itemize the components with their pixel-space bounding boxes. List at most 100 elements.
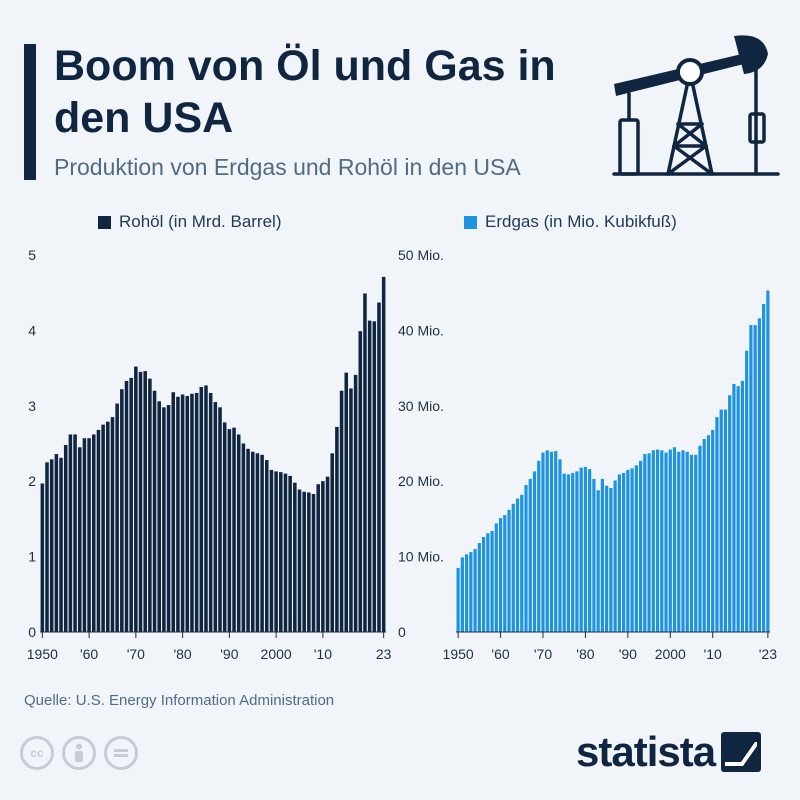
gas-bar-1988: [617, 474, 621, 632]
gas-bar-1958: [490, 530, 494, 632]
oil-bar-1962: [96, 429, 101, 632]
oil-x-tick-label: 1950: [27, 646, 58, 662]
oil-x-tick-label: 2000: [261, 646, 292, 662]
gas-bar-1977: [571, 472, 575, 632]
gas-bar-1978: [575, 471, 579, 632]
license-icons: cc: [20, 736, 138, 770]
oil-bar-1977: [166, 405, 171, 632]
oil-bar-1996: [255, 453, 260, 632]
statista-mark-icon: [721, 732, 762, 772]
oil-bar-1980: [180, 394, 185, 632]
oil-bar-1966: [115, 403, 119, 632]
gas-bar-1957: [486, 533, 490, 632]
gas-bar-1966: [524, 484, 528, 632]
gas-bar-1953: [469, 552, 473, 632]
gas-bar-2022: [762, 304, 766, 632]
oil-bar-1999: [269, 469, 274, 632]
gas-bar-1981: [588, 469, 592, 632]
source-note: Quelle: U.S. Energy Information Administ…: [24, 692, 335, 709]
oil-bar-1960: [87, 438, 91, 632]
gas-bar-1954: [473, 549, 477, 632]
gas-bar-1965: [520, 494, 524, 632]
gas-bar-1998: [660, 450, 664, 632]
oil-bar-2018: [358, 331, 363, 632]
gas-bar-1974: [558, 459, 562, 632]
gas-x-tick-label: 1950: [443, 646, 474, 662]
oil-bar-2020: [367, 320, 372, 632]
oil-bar-1983: [194, 392, 199, 632]
attribution-icon[interactable]: [62, 736, 96, 770]
gas-bar-2004: [685, 451, 689, 632]
statista-logo[interactable]: statista: [576, 728, 762, 776]
oil-bar-2014: [339, 390, 344, 632]
gas-bar-1992: [634, 465, 638, 632]
gas-bar-2010: [711, 429, 715, 632]
gas-bar-2021: [757, 318, 761, 632]
oil-bar-1997: [260, 454, 264, 632]
page-subtitle: Produktion von Erdgas und Rohöl in den U…: [54, 154, 521, 180]
oil-bar-1956: [68, 434, 73, 632]
oil-bar-2019: [363, 293, 367, 632]
gas-bar-1980: [583, 466, 588, 632]
gas-bar-1993: [638, 460, 643, 632]
gas-x-tick-label: 2000: [655, 646, 686, 662]
no-derivatives-icon[interactable]: [104, 736, 138, 770]
gas-x-tick-label: '70: [534, 646, 552, 662]
gas-bar-2008: [702, 438, 706, 632]
gas-x-tick-label: '23: [759, 646, 777, 662]
oil-x-tick-label: '70: [127, 646, 145, 662]
gas-bar-1990: [626, 469, 630, 632]
oil-bar-1978: [171, 392, 176, 632]
gas-bar-2009: [706, 435, 711, 632]
gas-y-tick-label: 10 Mio.: [398, 549, 444, 565]
gas-bar-1962: [507, 509, 511, 632]
gas-y-tick-label: 0: [398, 624, 406, 640]
gas-bar-2016: [736, 386, 740, 632]
gas-bar-1950: [456, 567, 460, 632]
oil-pumpjack-icon: [612, 35, 780, 176]
oil-bar-2007: [307, 492, 311, 632]
gas-bar-2005: [689, 454, 694, 632]
gas-bar-1956: [481, 537, 486, 632]
oil-bar-1988: [218, 407, 222, 632]
gas-bar-1989: [622, 472, 626, 632]
gas-bar-1967: [528, 478, 532, 632]
oil-bar-1959: [82, 438, 87, 632]
brand-name: statista: [576, 728, 716, 775]
oil-bar-2022: [377, 302, 381, 632]
oil-bar-2017: [353, 374, 358, 632]
gas-bar-1994: [643, 454, 647, 632]
gas-bar-1979: [579, 467, 583, 632]
gas-bar-1986: [609, 487, 613, 632]
gas-x-tick-label: '80: [576, 646, 594, 662]
title-accent-bar: [24, 44, 36, 180]
gas-x-tick-label: '10: [704, 646, 722, 662]
oil-bar-1994: [246, 448, 250, 632]
legend-gas-label: Erdgas (in Mio. Kubikfuß): [485, 212, 677, 231]
gas-bar-2000: [668, 449, 672, 632]
oil-bar-2016: [349, 388, 353, 632]
oil-bar-1963: [101, 424, 105, 632]
cc-icon[interactable]: cc: [20, 736, 54, 770]
legend-oil-label: Rohöl (in Mrd. Barrel): [119, 212, 282, 231]
gas-bar-1959: [494, 523, 498, 632]
oil-bar-1975: [157, 401, 161, 632]
gas-bar-2015: [732, 383, 736, 632]
oil-bar-1973: [148, 378, 152, 632]
oil-bar-1965: [110, 417, 115, 632]
gas-bar-1972: [549, 451, 554, 632]
oil-bar-1974: [152, 390, 157, 632]
gas-bar-2006: [694, 454, 698, 632]
gas-bar-1951: [460, 557, 464, 632]
oil-bar-1993: [241, 443, 246, 632]
gas-bar-1987: [613, 480, 617, 632]
gas-y-tick-label: 30 Mio.: [398, 398, 444, 414]
oil-bar-1972: [143, 371, 147, 632]
oil-bar-1984: [199, 386, 204, 632]
gas-bar-2002: [677, 451, 681, 632]
oil-y-tick-label: 4: [28, 322, 36, 338]
oil-bar-1967: [120, 389, 124, 632]
gas-bar-2023: [766, 290, 770, 632]
oil-bar-2013: [335, 426, 339, 632]
gas-bar-2018: [745, 350, 749, 632]
